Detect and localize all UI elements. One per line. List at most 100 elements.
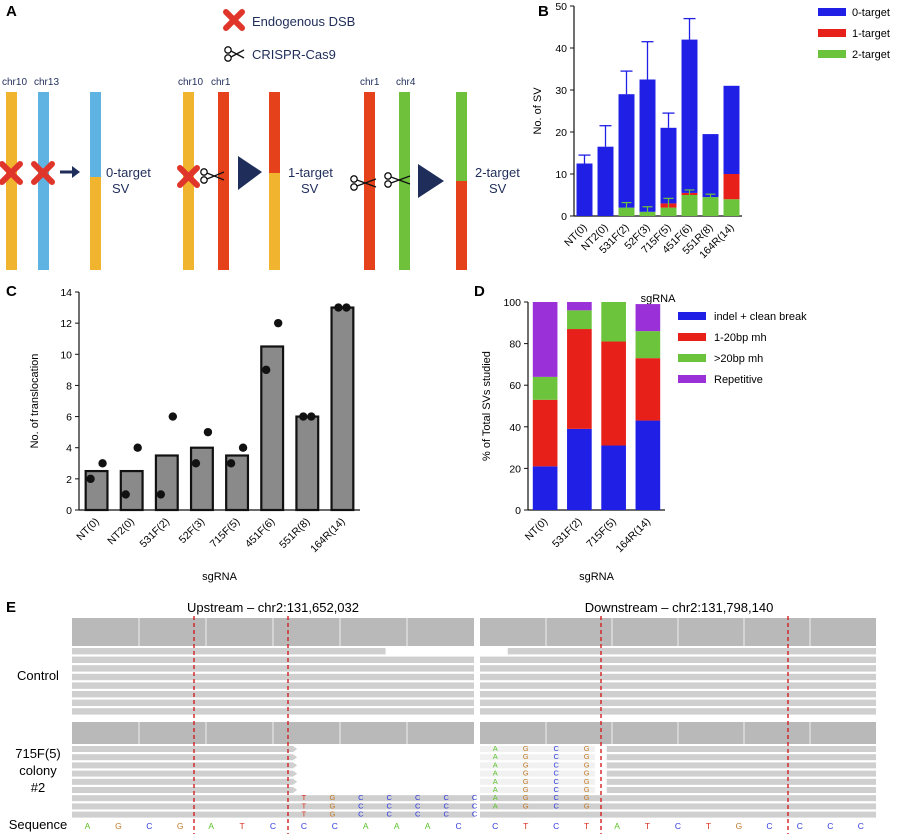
chr1-bar <box>218 92 229 270</box>
bar-segment <box>635 331 661 359</box>
legend-swatch <box>678 333 706 341</box>
mismatch-base: A <box>493 801 498 810</box>
bar-segment <box>681 195 698 216</box>
y-axis-title: No. of SV <box>532 87 544 135</box>
y-tick-label: 30 <box>555 85 567 97</box>
read <box>72 787 294 793</box>
sequence-base: T <box>523 821 528 831</box>
mismatch-base: G <box>584 744 590 753</box>
read <box>72 811 474 818</box>
chr10-bar <box>6 92 17 270</box>
a-chr-label: chr13 <box>34 77 59 88</box>
sequence-base: A <box>85 821 91 831</box>
mismatch-base: G <box>523 793 529 802</box>
y-tick-label: 40 <box>509 422 521 434</box>
a-group-1-target: chr10 chr1 1-target SV <box>177 77 333 270</box>
panel-c: C 0 2 4 6 8 10 12 14 No. of translocation sgRNA NT… <box>6 283 360 583</box>
scissors-icon <box>350 175 377 191</box>
read <box>480 795 876 802</box>
a-sv-label: SV <box>301 181 319 196</box>
mismatch-base: G <box>329 793 335 802</box>
mismatch-base: A <box>493 785 498 794</box>
read <box>480 665 876 672</box>
x-tick-label: 531F(2) <box>550 516 584 550</box>
y-tick-label: 8 <box>66 380 72 392</box>
bar-segment <box>601 445 626 510</box>
mismatch-base: T <box>302 801 307 810</box>
a-sv-label: SV <box>112 181 130 196</box>
mismatch-base: G <box>329 801 335 810</box>
legend-cas9-label: CRISPR-Cas9 <box>252 47 336 62</box>
mismatch-base: G <box>584 769 590 778</box>
read <box>606 787 876 793</box>
panel-a: A Endogenous DSB CRISPR-Cas9 chr10 chr13 <box>0 3 520 270</box>
y-tick-label: 80 <box>509 339 521 351</box>
data-point <box>86 474 95 484</box>
panel-e: E Upstream – chr2:131,652,032 Downstream… <box>6 599 876 834</box>
sequence-base: T <box>584 821 589 831</box>
legend-swatch <box>818 29 846 37</box>
mismatch-base: C <box>553 744 559 753</box>
legend-label: indel + clean break <box>714 311 807 323</box>
mismatch-base: A <box>493 793 498 802</box>
mismatch-base: G <box>523 760 529 769</box>
mismatch-base: G <box>523 769 529 778</box>
legend-label: 1-20bp mh <box>714 332 767 344</box>
bar <box>189 446 214 512</box>
read-arrow <box>293 754 298 761</box>
legend-label: >20bp mh <box>714 353 763 365</box>
read <box>480 682 876 689</box>
mismatch-base: A <box>493 777 498 786</box>
y-tick-label: 4 <box>66 443 72 455</box>
mismatch-base: G <box>584 801 590 810</box>
y-axis-title: No. of translocation <box>29 354 41 449</box>
mismatch-base: G <box>584 793 590 802</box>
bar-segment <box>660 127 677 204</box>
mismatch-base: A <box>493 744 498 753</box>
panel-e-letter: E <box>6 599 16 616</box>
read <box>72 682 474 689</box>
x-axis-title: sgRNA <box>579 571 615 583</box>
legend-label: 0-target <box>852 7 890 19</box>
sequence-base: C <box>797 821 803 831</box>
clipped-region <box>480 770 595 777</box>
panel-b-letter: B <box>538 3 549 20</box>
legend-dsb-label: Endogenous DSB <box>252 14 355 29</box>
mismatch-base: T <box>302 810 307 819</box>
a-chr-label: chr4 <box>396 77 416 88</box>
x-tick-label: NT(0) <box>74 516 101 543</box>
row-label-control: Control <box>17 668 59 683</box>
y-tick-label: 12 <box>60 318 72 330</box>
bar-segment <box>567 329 592 429</box>
upstream-title: Upstream – chr2:131,652,032 <box>187 600 359 615</box>
row-label-sequence: Sequence <box>9 817 68 832</box>
read-arrow <box>293 787 298 793</box>
read <box>606 778 876 785</box>
x-tick-label: 451F(6) <box>243 516 277 550</box>
sequence-base: C <box>455 821 461 831</box>
x-tick-label: 164R(14) <box>614 516 653 555</box>
mismatch-base: A <box>493 752 498 761</box>
legend-swatch <box>818 8 846 16</box>
data-point <box>168 412 178 421</box>
read <box>72 778 294 785</box>
read <box>72 803 474 810</box>
legend-swatch <box>678 312 706 320</box>
bar-segment <box>681 39 698 193</box>
chart-c: 0 2 4 6 8 10 12 14 No. of translocation sgRNA NT(0… <box>29 287 360 583</box>
read <box>480 811 876 818</box>
legend-swatch <box>678 354 706 362</box>
data-point <box>191 459 201 468</box>
scissors-icon <box>384 172 411 188</box>
mismatch-base: C <box>387 801 393 810</box>
x-tick-label: 52F(3) <box>177 516 207 546</box>
bar <box>154 454 179 512</box>
mismatch-base: C <box>358 801 364 810</box>
dsb-cross-icon <box>0 161 55 185</box>
mismatch-base: C <box>472 810 478 819</box>
a-chr-label: chr1 <box>211 77 231 88</box>
read <box>480 699 876 706</box>
read <box>72 691 474 698</box>
data-point <box>98 459 107 468</box>
